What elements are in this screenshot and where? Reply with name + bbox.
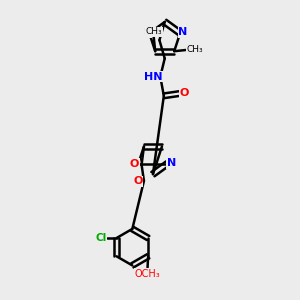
Text: Cl: Cl	[96, 233, 107, 243]
Text: N: N	[178, 27, 188, 37]
Text: S: S	[143, 27, 151, 37]
Text: OCH₃: OCH₃	[135, 269, 161, 279]
Text: CH₃: CH₃	[187, 45, 203, 54]
Text: O: O	[134, 176, 143, 187]
Text: HN: HN	[144, 72, 162, 82]
Text: CH₃: CH₃	[146, 27, 162, 36]
Text: N: N	[167, 158, 176, 168]
Text: O: O	[179, 88, 189, 98]
Text: O: O	[130, 159, 139, 169]
